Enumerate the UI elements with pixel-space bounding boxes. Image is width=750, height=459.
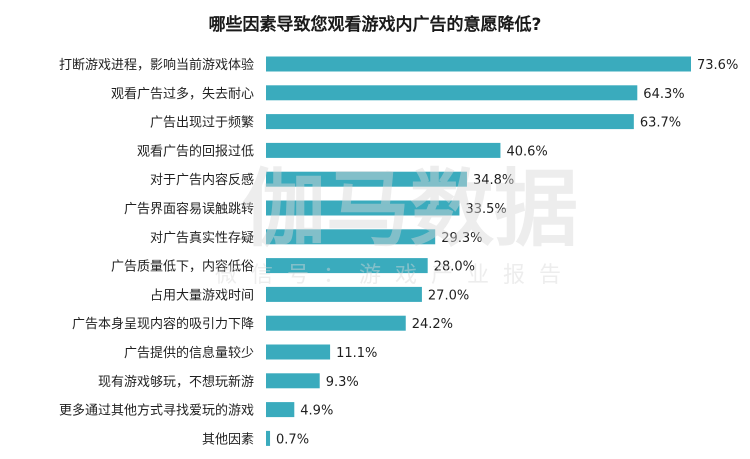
value-label: 64.3% <box>643 87 684 102</box>
value-label: 11.1% <box>336 346 377 361</box>
category-label: 观看广告的回报过低 <box>137 143 254 159</box>
value-label: 9.3% <box>326 375 359 390</box>
value-label: 0.7% <box>276 432 309 447</box>
bar <box>266 258 428 274</box>
bar <box>266 229 436 245</box>
category-label: 广告出现过于频繁 <box>150 115 254 131</box>
bar <box>266 286 422 302</box>
bar <box>266 402 295 418</box>
bar <box>266 171 467 187</box>
value-label: 40.6% <box>506 144 547 159</box>
watermark-sub-text: 微信号：游戏产业报告 <box>215 263 575 288</box>
bar <box>266 315 406 331</box>
value-label: 34.8% <box>473 173 514 188</box>
value-label: 29.3% <box>441 231 482 246</box>
bar <box>266 85 638 101</box>
category-label: 打断游戏进程，影响当前游戏体验 <box>59 57 254 73</box>
bar <box>266 430 271 446</box>
value-label: 27.0% <box>428 288 469 303</box>
value-label: 73.6% <box>697 58 738 73</box>
bar <box>266 56 691 72</box>
category-label: 广告界面容易误触跳转 <box>124 201 254 217</box>
category-label: 对广告真实性存疑 <box>150 230 254 246</box>
category-label: 广告质量低下，内容低俗 <box>111 259 254 275</box>
bar <box>266 344 331 360</box>
category-label: 占用大量游戏时间 <box>150 288 254 303</box>
watermark-main-text: 伽马数据 <box>242 160 578 258</box>
category-label: 更多通过其他方式寻找爱玩的游戏 <box>59 403 254 419</box>
category-label: 现有游戏够玩，不想玩新游 <box>98 374 254 390</box>
value-label: 63.7% <box>640 116 681 131</box>
bar <box>266 114 634 130</box>
category-label: 其他因素 <box>202 432 254 447</box>
value-label: 24.2% <box>412 317 453 332</box>
bar <box>266 373 320 389</box>
chart-title: 哪些因素导致您观看游戏内广告的意愿降低? <box>209 14 542 35</box>
bars-layer: 打断游戏进程，影响当前游戏体验 73.6% 观看广告过多，失去耐心 64.3% 广告出现… <box>59 56 738 447</box>
value-label: 28.0% <box>434 260 475 275</box>
value-label: 33.5% <box>465 202 506 217</box>
watermark: 伽马数据 微信号：游戏产业报告 <box>215 160 578 288</box>
category-label: 广告提供的信息量较少 <box>124 345 254 361</box>
category-label: 对于广告内容反感 <box>150 172 254 188</box>
category-label: 观看广告过多，失去耐心 <box>111 86 254 102</box>
bar <box>266 142 501 158</box>
bar <box>266 200 460 216</box>
category-label: 广告本身呈现内容的吸引力下降 <box>72 316 254 332</box>
value-label: 4.9% <box>300 404 333 419</box>
